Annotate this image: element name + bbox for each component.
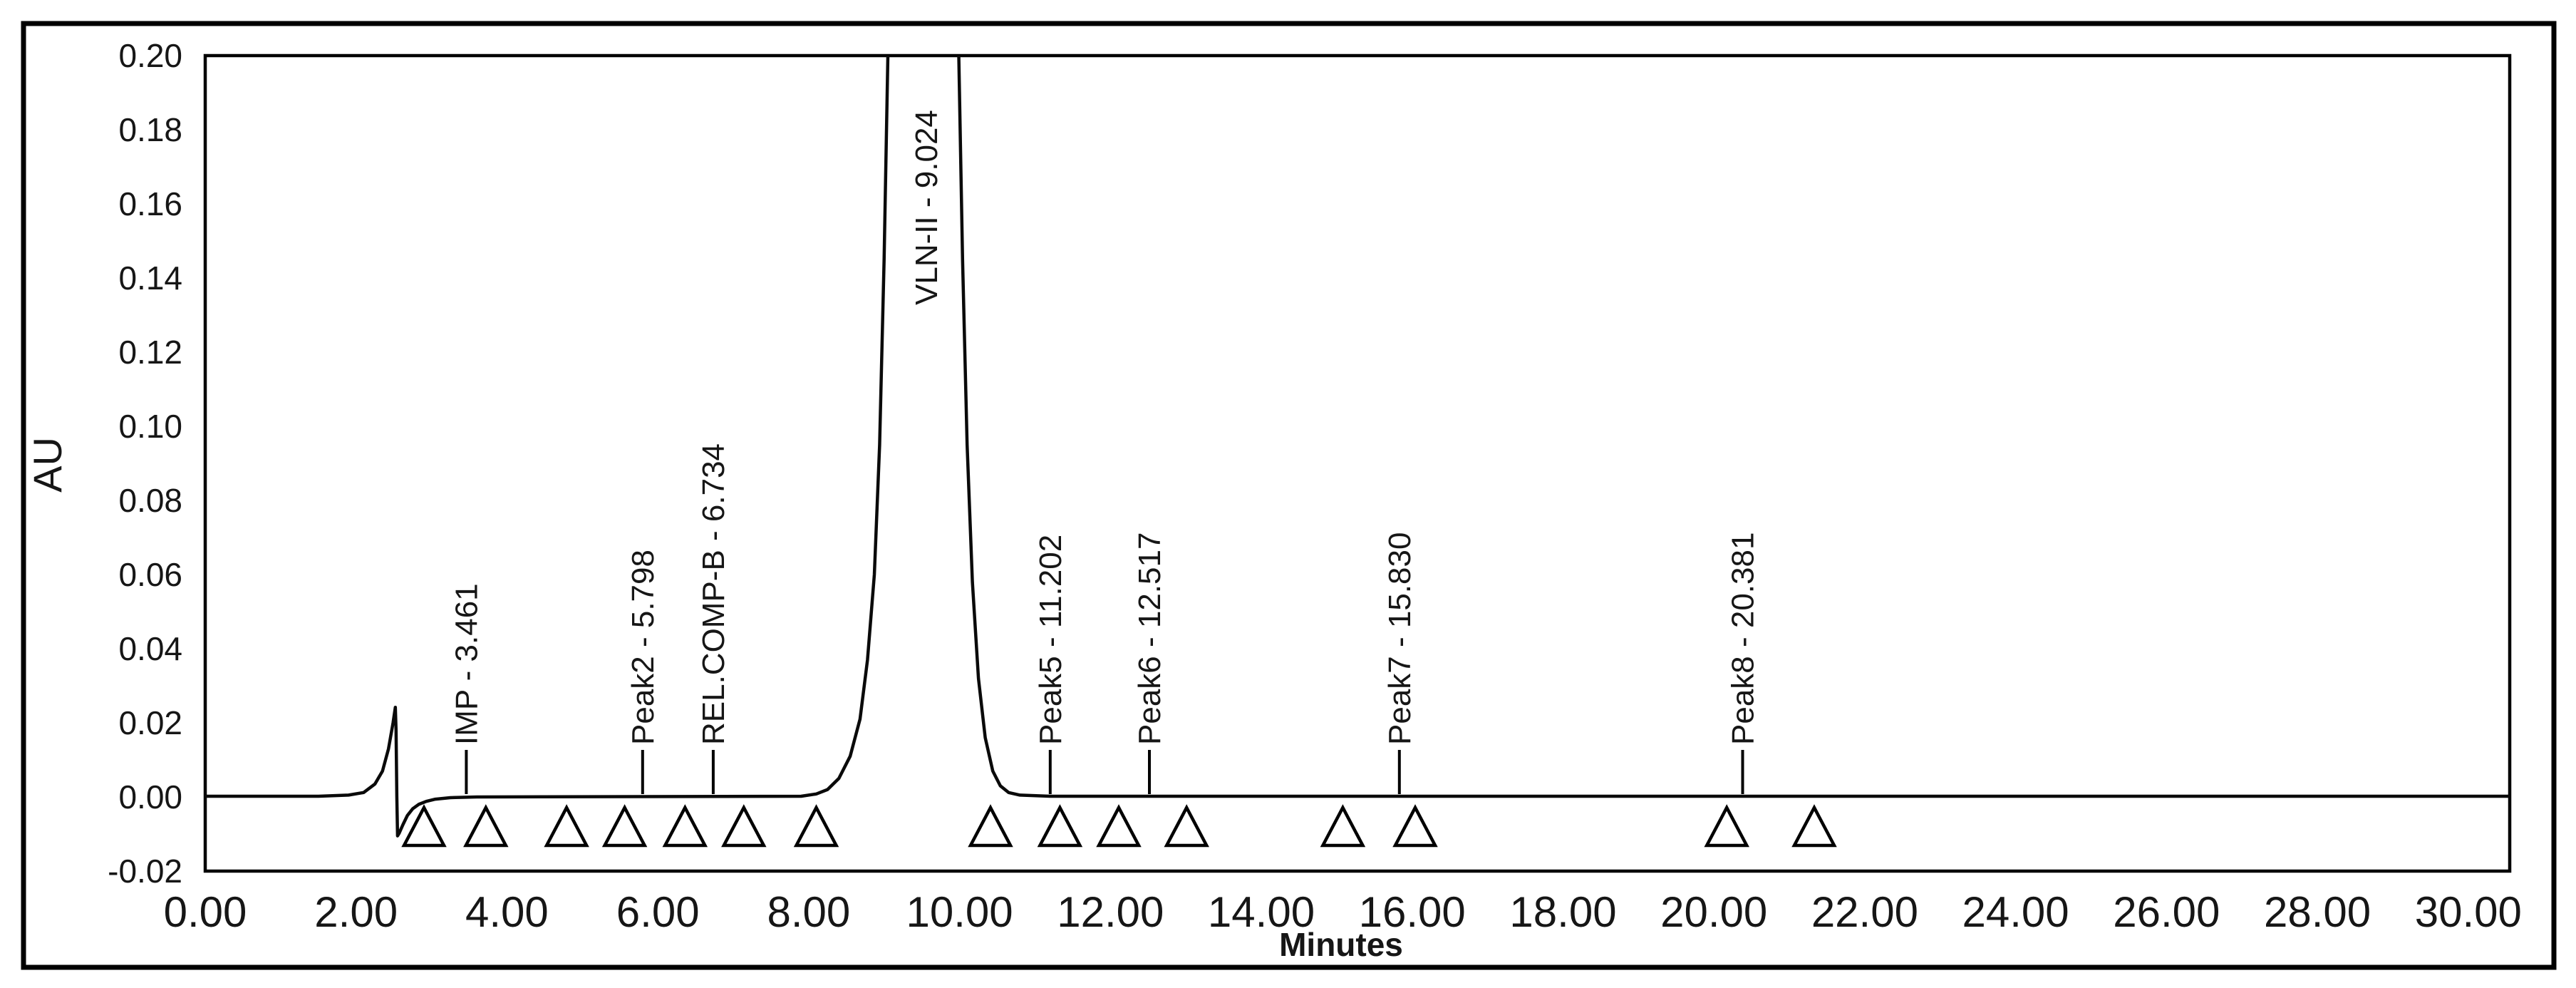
x-tick-label: 6.00	[616, 888, 700, 936]
x-tick-label: 18.00	[1509, 888, 1616, 936]
outer-border	[21, 21, 2557, 970]
y-tick-label: 0.08	[118, 482, 182, 519]
x-tick-label: 14.00	[1208, 888, 1315, 936]
y-tick-label: 0.06	[118, 556, 182, 593]
integration-triangle	[721, 804, 767, 848]
y-tick-label: 0.14	[118, 259, 182, 297]
y-tick-label: 0.04	[118, 630, 182, 667]
peak-label: IMP - 3.461	[449, 583, 484, 745]
trace-path	[205, 56, 2510, 838]
x-tick-label: 2.00	[314, 888, 398, 936]
integration-triangle	[662, 804, 708, 848]
x-axis-title: Minutes	[1279, 926, 1403, 963]
x-tick-label: 30.00	[2415, 888, 2522, 936]
x-tick-label: 4.00	[465, 888, 549, 936]
y-tick-label: 0.02	[118, 704, 182, 741]
peak-label: Peak2 - 5.798	[626, 550, 661, 745]
integration-triangle	[601, 804, 648, 848]
integration-triangle	[1164, 804, 1209, 848]
integration-triangle	[793, 804, 839, 848]
peak-labels: IMP - 3.461 Peak2 - 5.798 REL.COMP-B - 6.7…	[449, 110, 1761, 794]
integration-marks	[401, 804, 1837, 848]
x-tick-label: 12.00	[1057, 888, 1164, 936]
x-tick-label: 8.00	[767, 888, 851, 936]
peak-label: REL.COMP-B - 6.734	[696, 443, 731, 745]
x-tick-label: 10.00	[906, 888, 1013, 936]
integration-triangle	[1704, 804, 1749, 848]
x-tick-label: 16.00	[1359, 888, 1466, 936]
integration-triangle	[401, 804, 447, 848]
y-axis-title: AU	[25, 437, 70, 493]
peak-label: Peak5 - 11.202	[1033, 535, 1068, 745]
x-tick-label: 28.00	[2264, 888, 2371, 936]
x-tick-label: 26.00	[2113, 888, 2220, 936]
peak-label: Peak6 - 12.517	[1132, 532, 1167, 745]
integration-triangle	[1096, 804, 1142, 848]
peak-label: Peak7 - 15.830	[1382, 532, 1417, 745]
integration-triangle	[463, 804, 509, 848]
integration-triangle	[1791, 804, 1837, 848]
x-axis-tick-labels: 0.00 2.00 4.00 6.00 8.00 10.00 12.00 14.00 16.00…	[164, 888, 2522, 936]
integration-triangle	[1392, 804, 1438, 848]
integration-triangle	[1037, 804, 1083, 848]
y-tick-label: -0.02	[108, 853, 182, 890]
x-tick-label: 24.00	[1962, 888, 2069, 936]
plot-area-border	[203, 53, 2512, 873]
peak-label: VLN-II - 9.024	[909, 110, 944, 305]
y-axis-tick-labels: 0.20 0.18 0.16 0.14 0.12 0.10 0.08 0.06 0.04 0.02…	[108, 37, 182, 890]
peak-label: Peak8 - 20.381	[1726, 532, 1761, 745]
integration-triangle	[1320, 804, 1366, 848]
y-tick-label: 0.10	[118, 408, 182, 445]
y-tick-label: 0.18	[118, 111, 182, 148]
x-tick-label: 20.00	[1660, 888, 1767, 936]
integration-triangle	[544, 804, 589, 848]
x-tick-label: 0.00	[164, 888, 247, 936]
y-tick-label: 0.00	[118, 778, 182, 815]
integration-triangle	[968, 804, 1013, 848]
y-tick-label: 0.12	[118, 334, 182, 371]
y-tick-label: 0.16	[118, 185, 182, 222]
signal-trace	[205, 56, 2510, 838]
y-tick-label: 0.20	[118, 37, 182, 74]
x-tick-label: 22.00	[1811, 888, 1918, 936]
